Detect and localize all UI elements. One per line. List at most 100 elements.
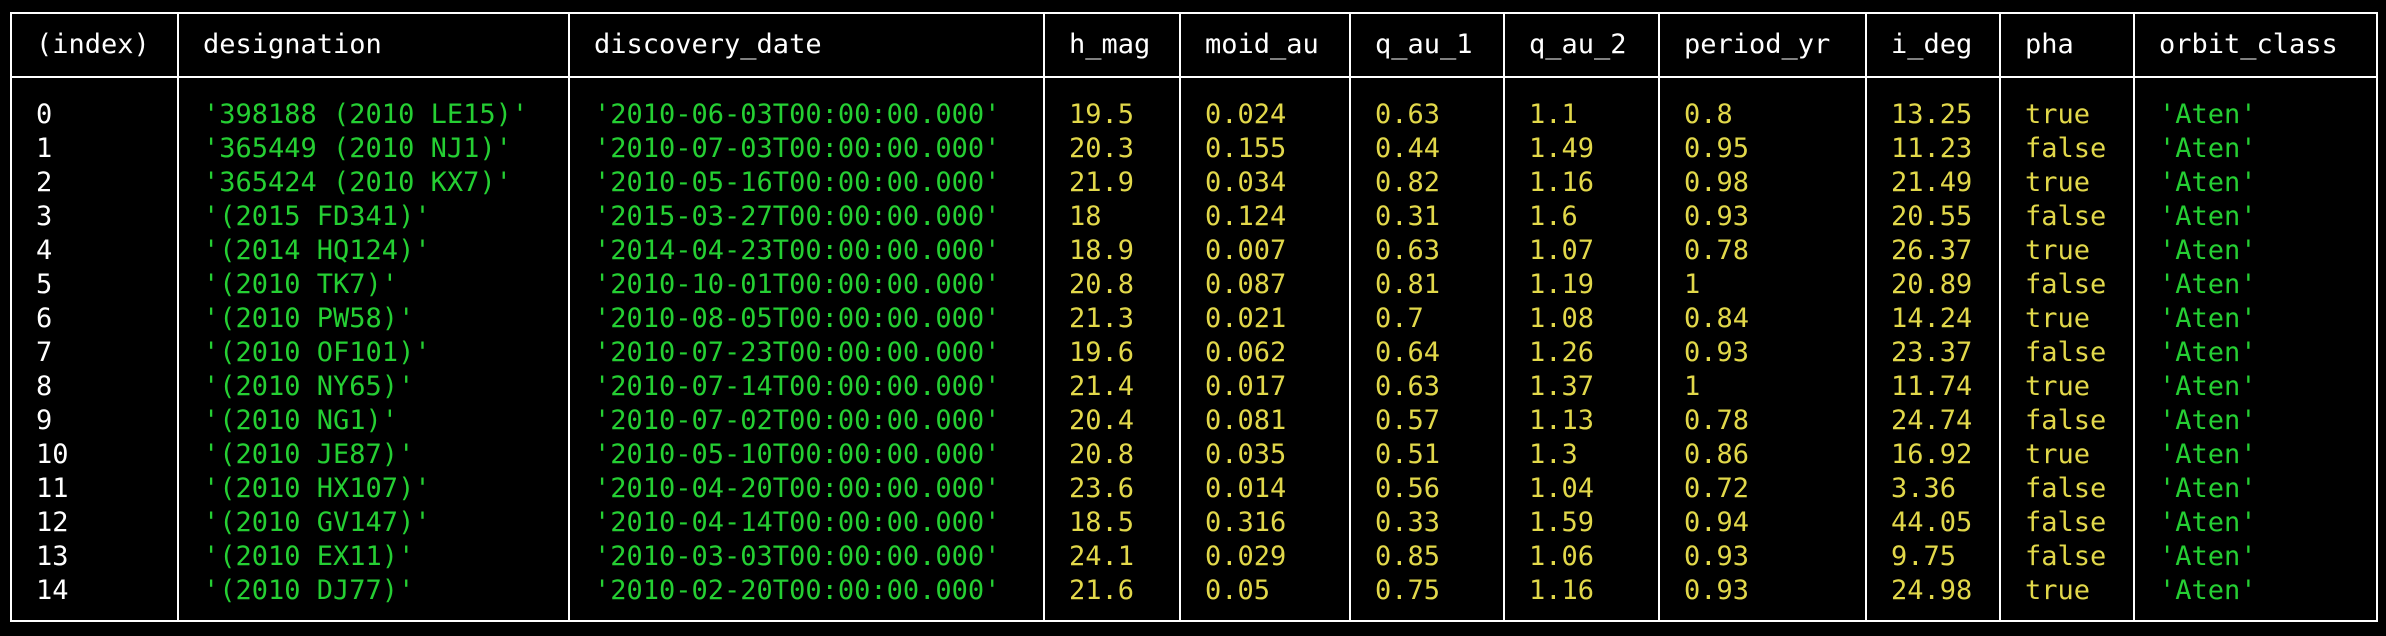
header-period-yr: period_yr — [1658, 12, 1867, 78]
cell-h-mag: 21.9 — [1069, 167, 1135, 198]
column-moid-au: 0.024 0.155 0.034 0.124 0.007 0.087 0.021 0.062… — [1179, 76, 1351, 622]
header-i-deg: i_deg — [1865, 12, 2001, 78]
cell-moid-au: 0.081 — [1205, 405, 1287, 436]
cell-q-au-2: 1.26 — [1529, 337, 1595, 368]
cell-discovery-date: '2010-07-02T00:00:00.000' — [594, 405, 1001, 436]
cell-q-au-1: 0.7 — [1375, 303, 1424, 334]
cell-index: 4 — [36, 235, 53, 266]
cell-moid-au: 0.155 — [1205, 133, 1287, 164]
cell-i-deg: 16.92 — [1891, 439, 1973, 470]
cell-discovery-date: '2015-03-27T00:00:00.000' — [594, 201, 1001, 232]
cell-q-au-1: 0.44 — [1375, 133, 1441, 164]
cell-q-au-1: 0.63 — [1375, 371, 1441, 402]
cell-h-mag: 21.3 — [1069, 303, 1135, 334]
cell-pha: true — [2025, 439, 2091, 470]
cell-h-mag: 20.8 — [1069, 439, 1135, 470]
cell-h-mag: 18 — [1069, 201, 1102, 232]
column-index: 0 1 2 3 4 5 6 7 8 9 10 11 12 13 14 — [10, 76, 179, 622]
cell-moid-au: 0.007 — [1205, 235, 1287, 266]
header-index: (index) — [10, 12, 179, 78]
cell-i-deg: 26.37 — [1891, 235, 1973, 266]
cell-moid-au: 0.05 — [1205, 575, 1271, 606]
cell-q-au-1: 0.82 — [1375, 167, 1441, 198]
cell-q-au-2: 1.1 — [1529, 99, 1578, 130]
cell-moid-au: 0.017 — [1205, 371, 1287, 402]
cell-pha: false — [2025, 133, 2107, 164]
cell-i-deg: 11.23 — [1891, 133, 1973, 164]
cell-orbit-class: 'Aten' — [2159, 575, 2257, 606]
cell-moid-au: 0.316 — [1205, 507, 1287, 538]
cell-designation: '(2010 NG1)' — [203, 405, 399, 436]
cell-i-deg: 20.55 — [1891, 201, 1973, 232]
cell-i-deg: 14.24 — [1891, 303, 1973, 334]
cell-moid-au: 0.062 — [1205, 337, 1287, 368]
cell-pha: false — [2025, 507, 2107, 538]
cell-q-au-2: 1.06 — [1529, 541, 1595, 572]
header-pha: pha — [1999, 12, 2135, 78]
header-orbit-class: orbit_class — [2133, 12, 2378, 78]
cell-q-au-2: 1.3 — [1529, 439, 1578, 470]
cell-q-au-2: 1.16 — [1529, 167, 1595, 198]
cell-q-au-1: 0.63 — [1375, 99, 1441, 130]
cell-i-deg: 21.49 — [1891, 167, 1973, 198]
cell-moid-au: 0.034 — [1205, 167, 1287, 198]
cell-index: 9 — [36, 405, 53, 436]
cell-index: 3 — [36, 201, 53, 232]
cell-h-mag: 18.5 — [1069, 507, 1135, 538]
cell-period-yr: 0.78 — [1684, 405, 1750, 436]
cell-q-au-2: 1.37 — [1529, 371, 1595, 402]
cell-index: 8 — [36, 371, 53, 402]
cell-h-mag: 20.4 — [1069, 405, 1135, 436]
cell-period-yr: 0.93 — [1684, 201, 1750, 232]
cell-index: 12 — [36, 507, 69, 538]
column-period-yr: 0.8 0.95 0.98 0.93 0.78 1 0.84 0.93 1 0.78 0.86 0.7… — [1658, 76, 1867, 622]
cell-index: 14 — [36, 575, 69, 606]
cell-pha: false — [2025, 337, 2107, 368]
column-orbit-class: 'Aten' 'Aten' 'Aten' 'Aten' 'Aten' 'Aten' 'Ate… — [2133, 76, 2378, 622]
cell-h-mag: 20.8 — [1069, 269, 1135, 300]
cell-i-deg: 23.37 — [1891, 337, 1973, 368]
cell-designation: '365424 (2010 KX7)' — [203, 167, 512, 198]
cell-designation: '(2010 GV147)' — [203, 507, 431, 538]
cell-period-yr: 0.93 — [1684, 337, 1750, 368]
cell-h-mag: 23.6 — [1069, 473, 1135, 504]
cell-pha: true — [2025, 303, 2091, 334]
cell-discovery-date: '2010-02-20T00:00:00.000' — [594, 575, 1001, 606]
cell-q-au-2: 1.08 — [1529, 303, 1595, 334]
cell-designation: '398188 (2010 LE15)' — [203, 99, 529, 130]
cell-designation: '365449 (2010 NJ1)' — [203, 133, 512, 164]
cell-i-deg: 44.05 — [1891, 507, 1973, 538]
cell-q-au-2: 1.59 — [1529, 507, 1595, 538]
cell-moid-au: 0.014 — [1205, 473, 1287, 504]
cell-q-au-2: 1.13 — [1529, 405, 1595, 436]
cell-discovery-date: '2010-04-20T00:00:00.000' — [594, 473, 1001, 504]
cell-orbit-class: 'Aten' — [2159, 235, 2257, 266]
cell-orbit-class: 'Aten' — [2159, 337, 2257, 368]
cell-discovery-date: '2010-07-14T00:00:00.000' — [594, 371, 1001, 402]
cell-discovery-date: '2010-05-16T00:00:00.000' — [594, 167, 1001, 198]
cell-h-mag: 20.3 — [1069, 133, 1135, 164]
column-h-mag: 19.5 20.3 21.9 18 18.9 20.8 21.3 19.6 21.4 20.4 20… — [1043, 76, 1181, 622]
cell-h-mag: 19.6 — [1069, 337, 1135, 368]
console-table-output: (index) designation discovery_date h_mag… — [10, 12, 2378, 622]
header-discovery-date: discovery_date — [568, 12, 1045, 78]
cell-discovery-date: '2010-03-03T00:00:00.000' — [594, 541, 1001, 572]
cell-period-yr: 0.78 — [1684, 235, 1750, 266]
cell-period-yr: 0.98 — [1684, 167, 1750, 198]
cell-q-au-1: 0.33 — [1375, 507, 1441, 538]
column-q-au-2: 1.1 1.49 1.16 1.6 1.07 1.19 1.08 1.26 1.37 1.13 1.… — [1503, 76, 1660, 622]
cell-discovery-date: '2010-07-03T00:00:00.000' — [594, 133, 1001, 164]
cell-orbit-class: 'Aten' — [2159, 167, 2257, 198]
column-discovery-date: '2010-06-03T00:00:00.000' '2010-07-03T00:… — [568, 76, 1045, 622]
cell-pha: true — [2025, 99, 2091, 130]
cell-pha: false — [2025, 473, 2107, 504]
cell-period-yr: 0.94 — [1684, 507, 1750, 538]
column-q-au-1: 0.63 0.44 0.82 0.31 0.63 0.81 0.7 0.64 0.63 0.57 0… — [1349, 76, 1505, 622]
cell-q-au-2: 1.16 — [1529, 575, 1595, 606]
cell-q-au-1: 0.75 — [1375, 575, 1441, 606]
cell-orbit-class: 'Aten' — [2159, 541, 2257, 572]
cell-pha: true — [2025, 575, 2091, 606]
cell-index: 1 — [36, 133, 53, 164]
cell-period-yr: 0.95 — [1684, 133, 1750, 164]
cell-i-deg: 13.25 — [1891, 99, 1973, 130]
